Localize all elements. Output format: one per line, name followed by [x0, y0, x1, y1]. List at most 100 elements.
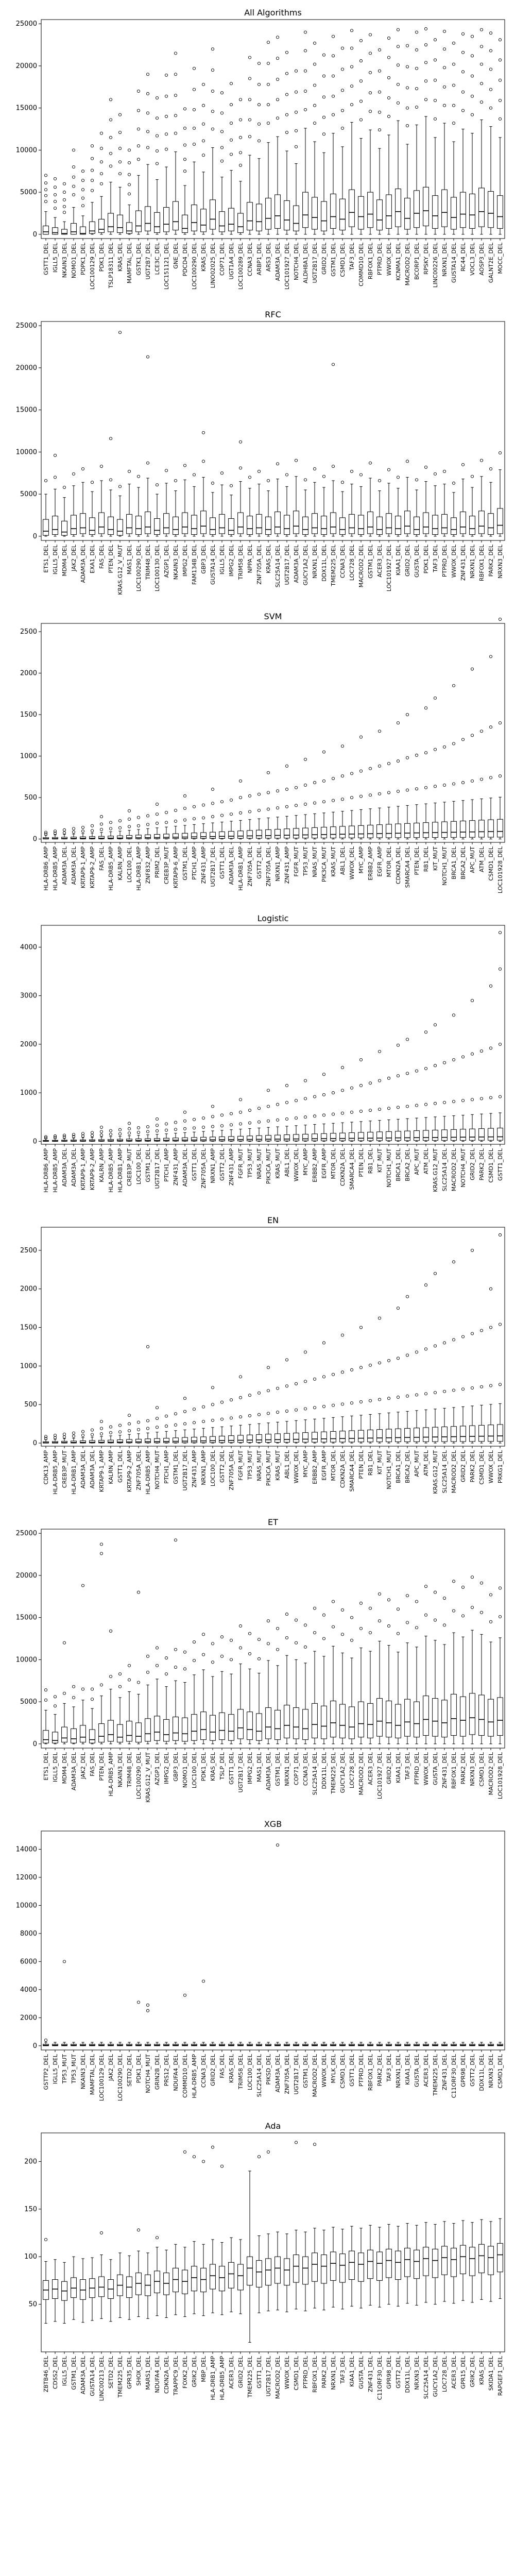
- x-tick-label: PIK3CA_MUT: [265, 1148, 272, 1184]
- box: [219, 514, 225, 534]
- plot-frame: [41, 1227, 505, 1447]
- outlier-point: [377, 1619, 382, 1623]
- outlier-point: [238, 1375, 243, 1379]
- x-tick-label: NOMO1_DEL: [71, 242, 77, 278]
- outlier-point: [118, 1672, 122, 1676]
- x-tick-label: ATM_DEL: [423, 1148, 430, 1174]
- outlier-point: [368, 1606, 372, 1610]
- box: [414, 1428, 420, 1442]
- outlier-point: [452, 782, 456, 786]
- x-tick-label: GRID2_DEL: [404, 544, 411, 577]
- outlier-point: [461, 1055, 465, 1059]
- x-tick-label: TRIM58_DEL: [237, 2054, 244, 2090]
- chart-panel: All Algorithms0500010000150002000025000G…: [16, 8, 505, 290]
- outlier-point: [340, 744, 345, 748]
- x-tick-label: PARK2_DEL: [478, 1148, 485, 1180]
- outlier-point: [220, 1417, 224, 1421]
- box: [478, 820, 485, 838]
- x-tick-label: NKAIN3_DEL: [173, 544, 179, 580]
- outlier-point: [155, 1129, 159, 1133]
- x-tick-label: HLA-DRB1_AMP: [135, 846, 142, 891]
- box: [108, 213, 114, 232]
- x-tick-label: CSMD1_DEL: [488, 1148, 494, 1183]
- outlier-point: [387, 36, 391, 40]
- x-tick-label: GRID2_DEL: [321, 242, 328, 275]
- outlier-point: [340, 1608, 345, 1612]
- box: [80, 1440, 86, 1444]
- box: [312, 197, 318, 230]
- x-tick-label: IGLL5_DEL: [52, 2054, 59, 2084]
- box: [256, 514, 262, 534]
- outlier-point: [405, 460, 409, 463]
- x-tick-label: ADAM3A_DEL: [274, 242, 281, 281]
- box: [163, 207, 169, 232]
- box: [321, 2255, 327, 2284]
- box: [247, 2256, 253, 2286]
- x-tick-label: KIT_MUT: [432, 846, 439, 871]
- box: [497, 1128, 503, 1141]
- outlier-point: [489, 984, 493, 988]
- x-tick-label: KIT_MUT: [376, 1148, 383, 1173]
- outlier-point: [266, 1089, 270, 1092]
- box: [219, 211, 225, 232]
- outlier-point: [155, 1426, 159, 1429]
- x-tick-label: SLC25A14_DEL: [441, 1450, 448, 1493]
- outlier-point: [415, 1393, 419, 1397]
- x-tick-label: WWOX_DEL: [451, 544, 457, 578]
- x-tick-label: COP71_DEL: [219, 242, 226, 276]
- outlier-point: [498, 774, 502, 778]
- outlier-point: [470, 1248, 474, 1252]
- outlier-point: [415, 787, 419, 791]
- outlier-point: [331, 74, 335, 78]
- outlier-point: [313, 2143, 317, 2146]
- x-tick-label: CSMD1_DEL: [293, 2355, 300, 2391]
- y-tick-label: 1500: [20, 711, 37, 719]
- box: [330, 512, 336, 534]
- outlier-point: [294, 786, 298, 789]
- outlier-point: [461, 32, 465, 36]
- box: [497, 508, 503, 534]
- outlier-point: [136, 89, 141, 93]
- outlier-point: [136, 144, 141, 148]
- box: [135, 2273, 142, 2295]
- outlier-point: [489, 1287, 493, 1291]
- outlier-point: [276, 1118, 280, 1122]
- outlier-point: [229, 1638, 233, 1642]
- outlier-point: [387, 468, 391, 471]
- outlier-point: [405, 1072, 409, 1075]
- x-tick-label: LCE3C_DEL: [154, 242, 161, 275]
- x-tick-label: ZNF431_DEL: [441, 2054, 448, 2090]
- x-tick-label: KALRN_AMP: [98, 1148, 105, 1182]
- x-tick-label: ACER3_DEL: [376, 544, 383, 578]
- outlier-point: [109, 98, 113, 101]
- outlier-point: [313, 1406, 317, 1410]
- outlier-point: [155, 134, 159, 138]
- outlier-point: [155, 149, 159, 153]
- outlier-point: [257, 82, 261, 86]
- x-tick-label: ZNF431_AMP: [200, 846, 207, 884]
- x-tick-label: GSTT2_DEL: [256, 846, 263, 879]
- outlier-point: [368, 1363, 372, 1367]
- box: [237, 512, 244, 534]
- outlier-point: [442, 66, 447, 70]
- chart-panel: XGB02000400060008000100001200014000GSTTP…: [16, 1819, 505, 2101]
- box: [349, 1430, 355, 1443]
- x-tick-label: UGT2B7_DEL: [145, 242, 151, 279]
- outlier-point: [257, 122, 261, 126]
- x-tick-label: ETS1_DEL: [43, 1752, 49, 1781]
- y-tick-label: 0: [33, 1138, 37, 1145]
- outlier-point: [470, 734, 474, 737]
- outlier-point: [72, 827, 76, 831]
- outlier-point: [238, 135, 243, 139]
- outlier-point: [248, 135, 252, 139]
- box: [200, 2267, 207, 2293]
- x-tick-label: BRCA1_DEL: [395, 1450, 402, 1483]
- outlier-point: [415, 478, 419, 482]
- plot-frame: [41, 19, 505, 239]
- outlier-point: [359, 1109, 363, 1113]
- box: [228, 1136, 234, 1142]
- outlier-point: [405, 1038, 409, 1041]
- outlier-point: [44, 174, 48, 177]
- outlier-point: [470, 74, 474, 78]
- x-tick-label: TMEM225_DEL: [432, 2054, 439, 2096]
